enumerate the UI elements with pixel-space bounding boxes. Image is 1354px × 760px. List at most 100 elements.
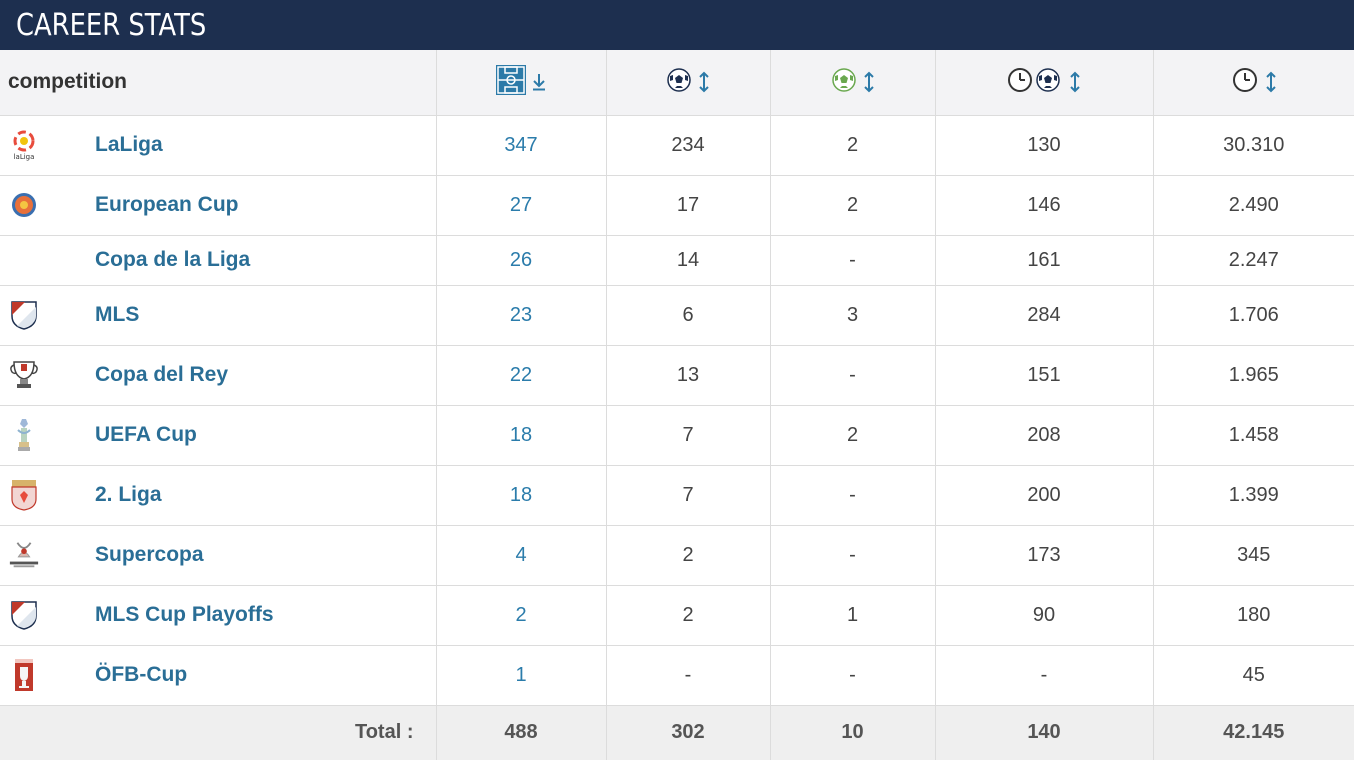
table-row: Supercopa 4 2 - 173 345 bbox=[0, 525, 1354, 586]
total-goals: 302 bbox=[606, 705, 771, 760]
competition-column-header: competition bbox=[0, 50, 437, 116]
minutes-per-goal-cell: 200 bbox=[935, 465, 1154, 526]
table-row: ÖFB-Cup 1 - - - 45 bbox=[0, 645, 1354, 706]
assists-cell: - bbox=[770, 345, 936, 406]
goals-cell: 2 bbox=[606, 585, 771, 646]
minutes-per-goal-cell: 146 bbox=[935, 175, 1154, 236]
goals-cell: - bbox=[606, 645, 771, 706]
total-row: Total : 488 302 10 140 42.145 bbox=[0, 705, 1354, 760]
total-minutes: 42.145 bbox=[1153, 705, 1354, 760]
svg-text:laLiga: laLiga bbox=[14, 153, 35, 161]
competition-link[interactable]: ÖFB-Cup bbox=[95, 663, 188, 686]
competition-link[interactable]: 2. Liga bbox=[95, 483, 162, 506]
appearances-column-header[interactable] bbox=[436, 50, 607, 116]
goals-cell: 17 bbox=[606, 175, 771, 236]
european-cup-logo-icon bbox=[8, 189, 40, 221]
appearances-link[interactable]: 1 bbox=[436, 645, 607, 706]
minutes-column-header[interactable] bbox=[1153, 50, 1354, 116]
appearances-link[interactable]: 27 bbox=[436, 175, 607, 236]
supercopa-logo-icon bbox=[8, 539, 40, 571]
sort-icon[interactable] bbox=[863, 71, 875, 93]
appearances-link[interactable]: 2 bbox=[436, 585, 607, 646]
minutes-cell: 345 bbox=[1153, 525, 1354, 586]
minutes-per-goal-cell: 90 bbox=[935, 585, 1154, 646]
sort-descending-icon[interactable] bbox=[532, 73, 546, 91]
assists-cell: 2 bbox=[770, 175, 936, 236]
minutes-per-goal-cell: 161 bbox=[935, 235, 1154, 286]
competition-link[interactable]: Copa de la Liga bbox=[95, 248, 251, 271]
competition-link[interactable]: MLS Cup Playoffs bbox=[95, 603, 274, 626]
assists-cell: 2 bbox=[770, 115, 936, 176]
table-header-row: competition bbox=[0, 50, 1354, 116]
sort-icon[interactable] bbox=[698, 71, 710, 93]
assists-cell: 3 bbox=[770, 285, 936, 346]
competition-link[interactable]: Copa del Rey bbox=[95, 363, 229, 386]
minutes-cell: 2.247 bbox=[1153, 235, 1354, 286]
assists-cell: - bbox=[770, 525, 936, 586]
sort-icon[interactable] bbox=[1265, 71, 1277, 93]
appearances-link[interactable]: 23 bbox=[436, 285, 607, 346]
total-label: Total : bbox=[0, 705, 437, 760]
assists-column-header[interactable] bbox=[770, 50, 936, 116]
competition-link[interactable]: LaLiga bbox=[95, 133, 163, 156]
minutes-per-goal-cell: 208 bbox=[935, 405, 1154, 466]
sort-icon[interactable] bbox=[1069, 71, 1081, 93]
appearances-link[interactable]: 26 bbox=[436, 235, 607, 286]
competition-link[interactable]: UEFA Cup bbox=[95, 423, 197, 446]
copa-del-rey-logo-icon bbox=[8, 359, 40, 391]
ball-icon bbox=[666, 67, 692, 98]
table-row: MLS Cup Playoffs 2 2 1 90 180 bbox=[0, 585, 1354, 646]
assists-cell: - bbox=[770, 235, 936, 286]
goals-cell: 14 bbox=[606, 235, 771, 286]
mls-logo-icon bbox=[8, 599, 40, 631]
goals-cell: 6 bbox=[606, 285, 771, 346]
second-liga-logo-icon bbox=[8, 479, 40, 511]
table-row: Copa de la Liga 26 14 - 161 2.247 bbox=[0, 235, 1354, 286]
competition-link[interactable]: Supercopa bbox=[95, 543, 204, 566]
total-minutes-per-goal: 140 bbox=[935, 705, 1154, 760]
minutes-per-goal-cell: 130 bbox=[935, 115, 1154, 176]
minutes-cell: 1.706 bbox=[1153, 285, 1354, 346]
laliga-logo-icon: laLiga bbox=[8, 129, 40, 161]
minutes-cell: 180 bbox=[1153, 585, 1354, 646]
clock-ball-icon bbox=[1007, 66, 1063, 99]
table-row: laLiga LaLiga 347 234 2 130 30.310 bbox=[0, 115, 1354, 176]
uefa-cup-logo-icon bbox=[8, 419, 40, 451]
career-stats-table: competition bbox=[0, 50, 1354, 760]
goals-cell: 234 bbox=[606, 115, 771, 176]
appearances-link[interactable]: 18 bbox=[436, 465, 607, 526]
appearances-link[interactable]: 347 bbox=[436, 115, 607, 176]
assists-cell: 2 bbox=[770, 405, 936, 466]
assists-cell: 1 bbox=[770, 585, 936, 646]
goals-cell: 7 bbox=[606, 405, 771, 466]
goals-cell: 13 bbox=[606, 345, 771, 406]
goals-column-header[interactable] bbox=[606, 50, 771, 116]
appearances-link[interactable]: 18 bbox=[436, 405, 607, 466]
goals-cell: 2 bbox=[606, 525, 771, 586]
ofb-cup-logo-icon bbox=[8, 659, 40, 691]
goals-cell: 7 bbox=[606, 465, 771, 526]
total-appearances: 488 bbox=[436, 705, 607, 760]
assist-ball-icon bbox=[831, 67, 857, 98]
minutes-cell: 45 bbox=[1153, 645, 1354, 706]
table-row: Copa del Rey 22 13 - 151 1.965 bbox=[0, 345, 1354, 406]
minutes-per-goal-cell: 284 bbox=[935, 285, 1154, 346]
table-row: European Cup 27 17 2 146 2.490 bbox=[0, 175, 1354, 236]
competition-link[interactable]: MLS bbox=[95, 303, 140, 326]
mls-logo-icon bbox=[8, 299, 40, 331]
minutes-cell: 30.310 bbox=[1153, 115, 1354, 176]
minutes-per-goal-column-header[interactable] bbox=[935, 50, 1154, 116]
table-row: MLS 23 6 3 284 1.706 bbox=[0, 285, 1354, 346]
appearances-link[interactable]: 4 bbox=[436, 525, 607, 586]
competition-link[interactable]: European Cup bbox=[95, 193, 239, 216]
minutes-per-goal-cell: 151 bbox=[935, 345, 1154, 406]
appearances-link[interactable]: 22 bbox=[436, 345, 607, 406]
total-assists: 10 bbox=[770, 705, 936, 760]
assists-cell: - bbox=[770, 465, 936, 526]
page-title: CAREER STATS bbox=[16, 7, 207, 43]
minutes-per-goal-cell: - bbox=[935, 645, 1154, 706]
minutes-cell: 1.965 bbox=[1153, 345, 1354, 406]
minutes-per-goal-cell: 173 bbox=[935, 525, 1154, 586]
table-row: UEFA Cup 18 7 2 208 1.458 bbox=[0, 405, 1354, 466]
pitch-icon bbox=[496, 64, 526, 100]
